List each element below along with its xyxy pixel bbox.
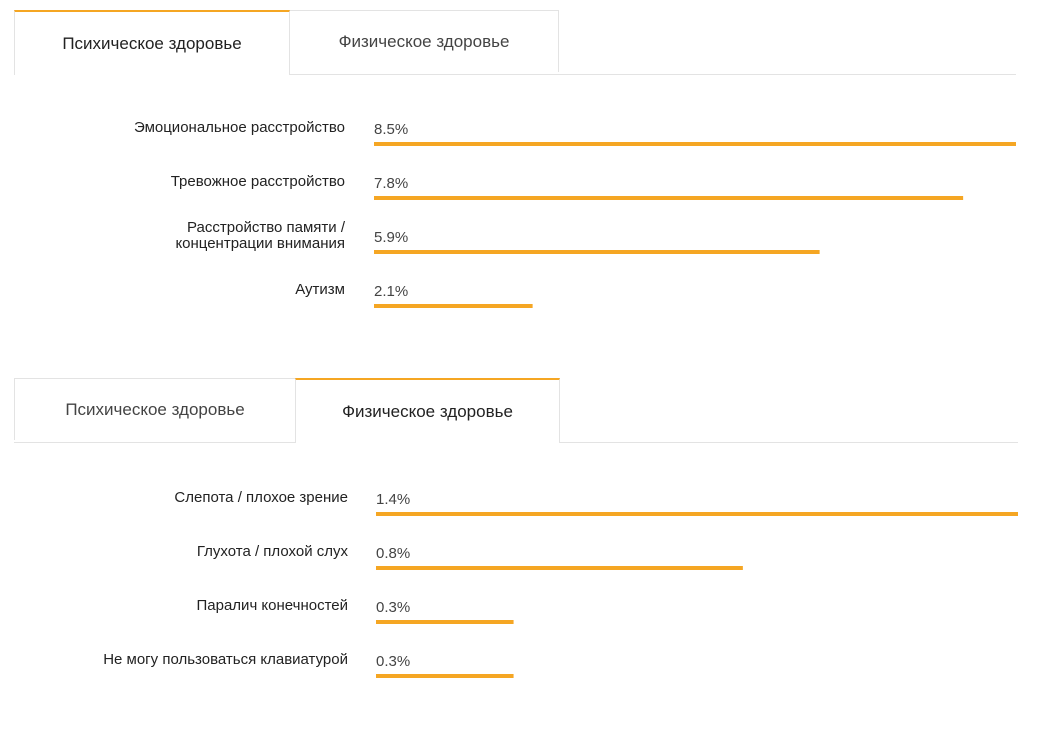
category-label: Аутизм — [295, 281, 345, 298]
tab-mental-health[interactable]: Психическое здоровье — [14, 10, 290, 75]
bar — [376, 512, 1018, 516]
tab-bar: Психическое здоровье Физическое здоровье — [14, 378, 1018, 443]
tab-physical-health[interactable]: Физическое здоровье — [295, 378, 560, 443]
category-label: Не могу пользоваться клавиатурой — [103, 651, 348, 668]
bar — [374, 250, 820, 254]
tab-mental-health[interactable]: Психическое здоровье — [14, 378, 296, 440]
value-label: 1.4% — [376, 491, 410, 508]
category-label: Эмоциональное расстройство — [134, 119, 345, 136]
category-label: Тревожное расстройство — [171, 173, 345, 190]
category-label: Расстройство памяти / концентрации вниман… — [175, 219, 345, 252]
tab-bar: Психическое здоровье Физическое здоровье — [14, 10, 1016, 75]
bar — [376, 566, 743, 570]
value-label: 0.8% — [376, 545, 410, 562]
value-label: 0.3% — [376, 653, 410, 670]
category-label: Слепота / плохое зрение — [174, 489, 348, 506]
category-label: Глухота / плохой слух — [197, 543, 349, 560]
value-label: 2.1% — [374, 283, 408, 300]
value-label: 8.5% — [374, 121, 408, 138]
mental-health-panel: Психическое здоровье Физическое здоровье… — [0, 0, 1060, 360]
value-label: 0.3% — [376, 599, 410, 616]
value-label: 5.9% — [374, 229, 408, 246]
bar — [374, 142, 1016, 146]
physical-health-chart: Слепота / плохое зрение 1.4% Глухота / пло… — [103, 489, 1018, 678]
category-label: Паралич конечностей — [197, 597, 349, 614]
physical-health-panel: Психическое здоровье Физическое здоровье… — [0, 370, 1060, 734]
value-label: 7.8% — [374, 175, 408, 192]
bar — [374, 196, 964, 200]
bar — [376, 674, 514, 678]
mental-health-chart: Эмоциональное расстройство 8.5% Тревожное … — [134, 119, 1016, 308]
bar — [376, 620, 514, 624]
bar — [374, 304, 533, 308]
tab-physical-health[interactable]: Физическое здоровье — [289, 10, 559, 72]
